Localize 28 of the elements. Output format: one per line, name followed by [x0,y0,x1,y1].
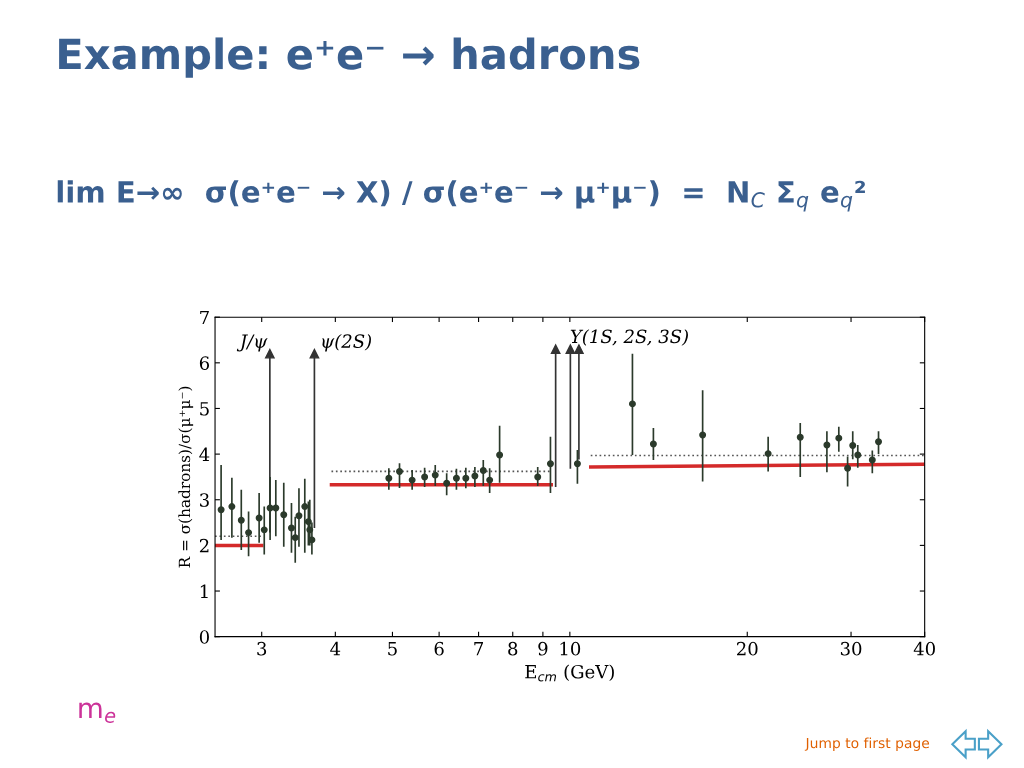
x-tick-label: 3 [257,641,267,656]
x-axis-title: E$_{cm}$ (GeV) [525,664,614,682]
annotation: Υ(1S, 2S, 3S) [570,329,688,346]
x-tick-label: 8 [508,641,518,656]
y-tick-label: 0 [199,630,209,644]
chart-subtitle: lim E→∞ σ(e⁺e⁻ → X) / σ(e⁺e⁻ → μ⁺μ⁻) = N$_{C}$ Σ$_{q}$ e$_{q}$² [57,180,865,212]
y-tick-label: 4 [199,447,210,461]
x-tick-label: 10 [560,641,581,656]
y-axis-title: R = σ(hadrons)/σ(μ⁺μ⁻) [178,386,194,568]
x-tick-label: 40 [913,641,935,656]
y-tick-label: 1 [200,584,208,598]
y-tick-label: 6 [199,356,210,370]
x-tick-label: 6 [434,641,444,656]
x-tick-label: 20 [737,641,758,656]
x-tick-label: 9 [538,641,548,656]
text: Jump to first page [804,737,930,751]
y-tick-label: 5 [200,402,209,416]
text: m$_{e}$ [79,702,116,723]
chart-title: Example: e⁺e⁻ → hadrons [59,37,640,78]
x-tick-label: 30 [840,641,862,656]
annotation: J/ψ [236,334,268,352]
y-tick-label: 7 [200,310,209,325]
x-tick-label: 4 [330,641,341,656]
x-tick-label: 5 [388,642,397,656]
annotation: ψ(2S) [322,334,372,352]
y-tick-label: 2 [199,538,209,553]
x-tick-label: 7 [474,642,483,656]
y-tick-label: 3 [200,493,209,507]
